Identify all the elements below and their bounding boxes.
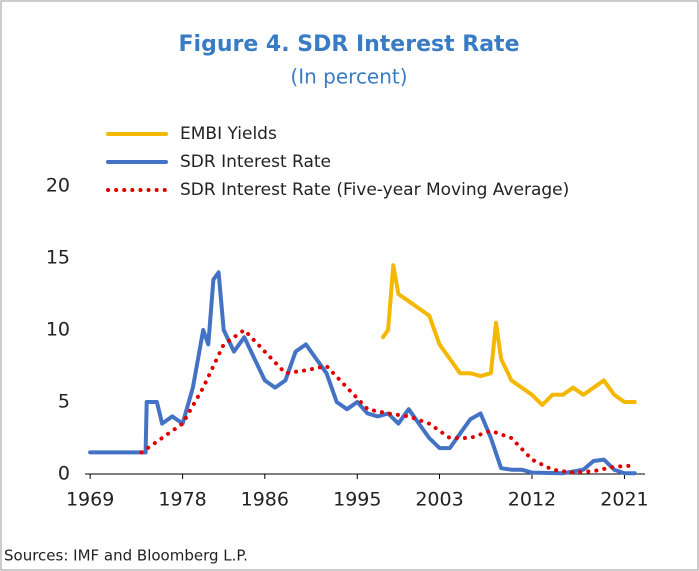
chart-subtitle: (In percent) xyxy=(290,65,407,89)
y-tick-label: 5 xyxy=(58,391,70,413)
chart-title: Figure 4. SDR Interest Rate xyxy=(179,32,520,57)
y-tick-label: 20 xyxy=(46,175,70,197)
series-line xyxy=(381,263,637,407)
y-tick-label: 15 xyxy=(46,247,70,269)
series-line xyxy=(88,270,637,476)
source-note: Sources: IMF and Bloomberg L.P. xyxy=(4,547,248,565)
x-tick-label: 2003 xyxy=(415,489,463,511)
series-line xyxy=(139,328,637,475)
x-tick-label: 1995 xyxy=(333,489,381,511)
legend-label: SDR Interest Rate (Five-year Moving Aver… xyxy=(180,180,569,200)
legend-label: EMBI Yields xyxy=(180,124,277,144)
x-tick-label: 1969 xyxy=(66,489,114,511)
y-tick-label: 10 xyxy=(46,319,70,341)
x-tick-label: 1986 xyxy=(241,489,289,511)
legend-label: SDR Interest Rate xyxy=(180,152,331,172)
y-tick-label: 0 xyxy=(58,463,70,485)
x-tick-label: 1978 xyxy=(158,489,206,511)
x-tick-label: 2021 xyxy=(600,489,648,511)
x-tick-label: 2012 xyxy=(508,489,556,511)
